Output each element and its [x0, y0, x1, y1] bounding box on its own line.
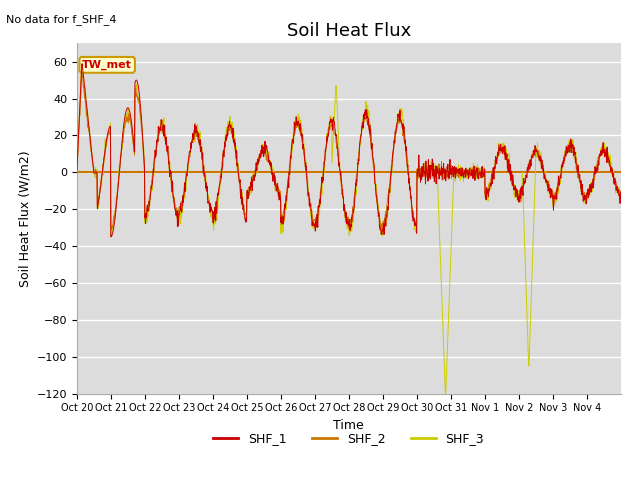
X-axis label: Time: Time — [333, 419, 364, 432]
Legend: SHF_1, SHF_2, SHF_3: SHF_1, SHF_2, SHF_3 — [209, 427, 489, 450]
Text: TW_met: TW_met — [82, 60, 132, 70]
Y-axis label: Soil Heat Flux (W/m2): Soil Heat Flux (W/m2) — [18, 150, 31, 287]
Title: Soil Heat Flux: Soil Heat Flux — [287, 22, 411, 40]
Text: No data for f_SHF_4: No data for f_SHF_4 — [6, 14, 117, 25]
